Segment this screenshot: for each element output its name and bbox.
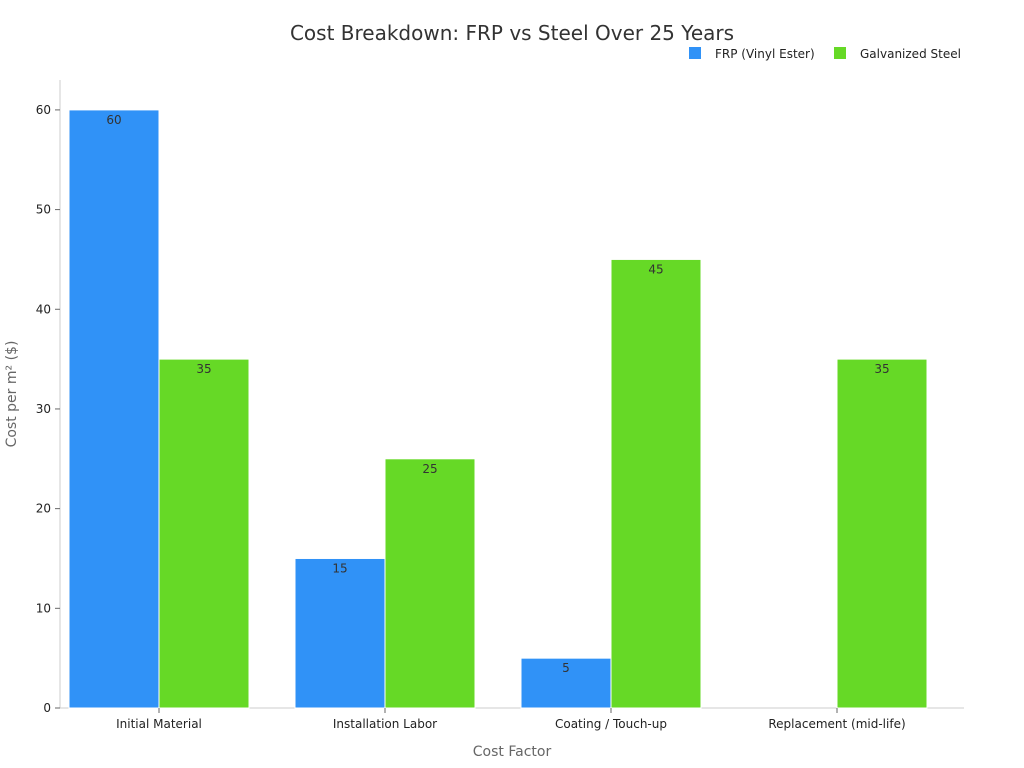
legend-swatch [689,47,701,59]
y-tick-label: 30 [36,402,51,416]
x-axis-ticks: Initial Material Installation Labor Coatin… [116,708,906,731]
y-tick-label: 40 [36,302,51,316]
bar-value-label: 45 [648,262,663,276]
bar-value-label: 60 [106,113,121,127]
bar-value-label: 25 [422,462,437,476]
chart-title: Cost Breakdown: FRP vs Steel Over 25 Yea… [290,21,734,45]
bar-steel [610,258,702,709]
y-tick-label: 0 [43,701,51,715]
bars-group: 60 35 15 25 5 45 35 [68,109,928,709]
y-axis-ticks: 0 10 20 30 40 50 60 [36,103,60,715]
y-tick-label: 50 [36,203,51,217]
legend: FRP (Vinyl Ester) Galvanized Steel [689,47,961,61]
legend-swatch [834,47,846,59]
legend-label: FRP (Vinyl Ester) [715,47,815,61]
x-tick-label: Replacement (mid-life) [768,717,905,731]
x-tick-label: Initial Material [116,717,202,731]
bar-steel [158,358,250,709]
bar-frp [68,109,160,709]
bar-steel [384,458,476,709]
bar-value-label: 15 [332,561,347,575]
legend-label: Galvanized Steel [860,47,961,61]
x-tick-label: Coating / Touch-up [555,717,667,731]
y-tick-label: 20 [36,502,51,516]
bar-value-label: 5 [562,661,570,675]
x-axis-title: Cost Factor [473,744,552,760]
bar-steel [836,358,928,709]
y-axis-title: Cost per m² ($) [4,341,20,448]
bar-value-label: 35 [196,362,211,376]
x-tick-label: Installation Labor [333,717,437,731]
y-tick-label: 60 [36,103,51,117]
bar-frp [294,557,386,709]
bar-value-label: 35 [874,362,889,376]
y-tick-label: 10 [36,601,51,615]
